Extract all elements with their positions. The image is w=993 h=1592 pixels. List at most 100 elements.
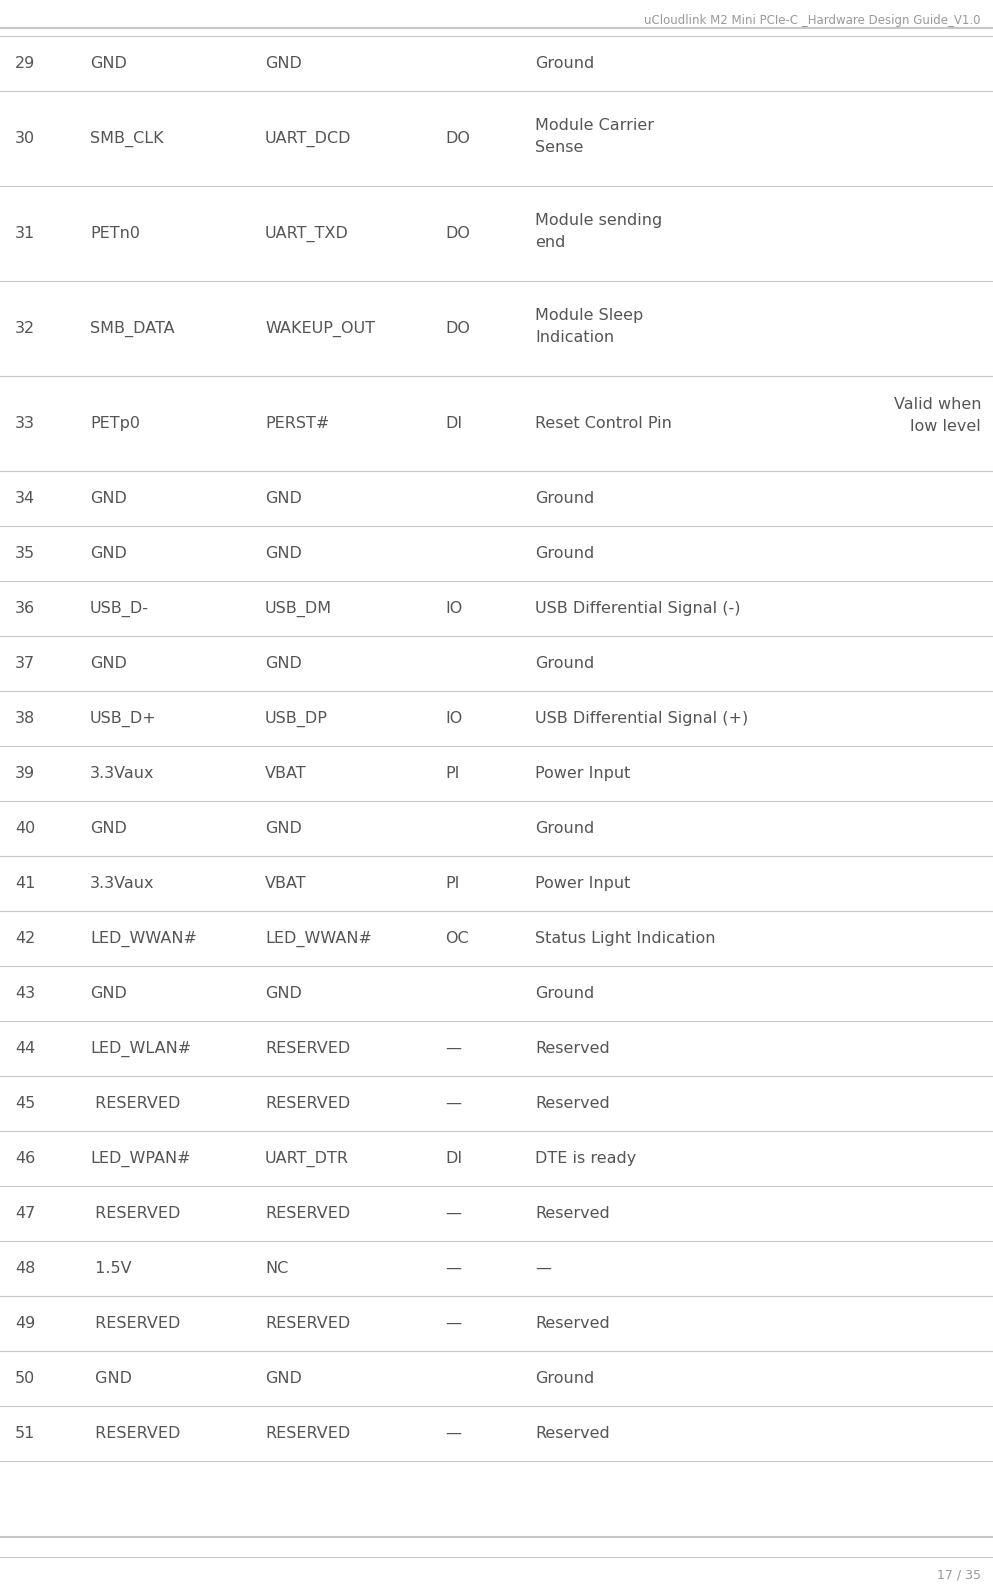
Text: 32: 32 bbox=[15, 322, 35, 336]
Text: 44: 44 bbox=[15, 1041, 35, 1055]
Text: RESERVED: RESERVED bbox=[265, 1041, 351, 1055]
Text: GND: GND bbox=[90, 56, 127, 72]
Text: 47: 47 bbox=[15, 1207, 35, 1221]
Text: SMB_CLK: SMB_CLK bbox=[90, 131, 164, 146]
Text: 38: 38 bbox=[15, 712, 35, 726]
Text: GND: GND bbox=[90, 546, 127, 560]
Text: Ground: Ground bbox=[535, 546, 594, 560]
Text: USB Differential Signal (+): USB Differential Signal (+) bbox=[535, 712, 749, 726]
Text: 30: 30 bbox=[15, 131, 35, 146]
Text: GND: GND bbox=[90, 490, 127, 506]
Text: LED_WLAN#: LED_WLAN# bbox=[90, 1041, 191, 1057]
Text: GND: GND bbox=[265, 1371, 302, 1387]
Text: SMB_DATA: SMB_DATA bbox=[90, 320, 175, 336]
Text: WAKEUP_OUT: WAKEUP_OUT bbox=[265, 320, 375, 336]
Text: Ground: Ground bbox=[535, 821, 594, 836]
Text: 46: 46 bbox=[15, 1151, 35, 1165]
Text: Module Sleep: Module Sleep bbox=[535, 307, 643, 323]
Text: 48: 48 bbox=[15, 1261, 36, 1277]
Text: NC: NC bbox=[265, 1261, 288, 1277]
Text: GND: GND bbox=[90, 656, 127, 670]
Text: UART_TXD: UART_TXD bbox=[265, 226, 349, 242]
Text: —: — bbox=[535, 1261, 551, 1277]
Text: DTE is ready: DTE is ready bbox=[535, 1151, 637, 1165]
Text: RESERVED: RESERVED bbox=[265, 1207, 351, 1221]
Text: VBAT: VBAT bbox=[265, 876, 307, 892]
Text: —: — bbox=[445, 1041, 461, 1055]
Text: Module Carrier: Module Carrier bbox=[535, 118, 654, 132]
Text: USB_DP: USB_DP bbox=[265, 710, 328, 726]
Text: Reserved: Reserved bbox=[535, 1207, 610, 1221]
Text: Reserved: Reserved bbox=[535, 1041, 610, 1055]
Text: Ground: Ground bbox=[535, 985, 594, 1001]
Text: USB Differential Signal (-): USB Differential Signal (-) bbox=[535, 602, 741, 616]
Text: —: — bbox=[445, 1426, 461, 1441]
Text: Module sending: Module sending bbox=[535, 213, 662, 228]
Text: 35: 35 bbox=[15, 546, 35, 560]
Text: 1.5V: 1.5V bbox=[90, 1261, 132, 1277]
Text: 29: 29 bbox=[15, 56, 35, 72]
Text: Reset Control Pin: Reset Control Pin bbox=[535, 416, 672, 431]
Text: DO: DO bbox=[445, 131, 470, 146]
Text: RESERVED: RESERVED bbox=[265, 1426, 351, 1441]
Text: GND: GND bbox=[265, 546, 302, 560]
Text: RESERVED: RESERVED bbox=[90, 1095, 181, 1111]
Text: USB_DM: USB_DM bbox=[265, 600, 332, 616]
Text: 41: 41 bbox=[15, 876, 36, 892]
Text: —: — bbox=[445, 1317, 461, 1331]
Text: RESERVED: RESERVED bbox=[265, 1095, 351, 1111]
Text: 34: 34 bbox=[15, 490, 35, 506]
Text: 45: 45 bbox=[15, 1095, 35, 1111]
Text: Sense: Sense bbox=[535, 140, 583, 154]
Text: IO: IO bbox=[445, 712, 463, 726]
Text: GND: GND bbox=[265, 56, 302, 72]
Text: PI: PI bbox=[445, 876, 460, 892]
Text: Power Input: Power Input bbox=[535, 876, 631, 892]
Text: GND: GND bbox=[90, 821, 127, 836]
Text: LED_WPAN#: LED_WPAN# bbox=[90, 1151, 191, 1167]
Text: 40: 40 bbox=[15, 821, 35, 836]
Text: LED_WWAN#: LED_WWAN# bbox=[90, 930, 197, 947]
Text: RESERVED: RESERVED bbox=[90, 1207, 181, 1221]
Text: 33: 33 bbox=[15, 416, 35, 431]
Text: 39: 39 bbox=[15, 766, 35, 782]
Text: UART_DTR: UART_DTR bbox=[265, 1151, 349, 1167]
Text: IO: IO bbox=[445, 602, 463, 616]
Text: Indication: Indication bbox=[535, 330, 614, 344]
Text: 3.3Vaux: 3.3Vaux bbox=[90, 876, 155, 892]
Text: RESERVED: RESERVED bbox=[90, 1426, 181, 1441]
Text: DI: DI bbox=[445, 416, 462, 431]
Text: 50: 50 bbox=[15, 1371, 35, 1387]
Text: 3.3Vaux: 3.3Vaux bbox=[90, 766, 155, 782]
Text: Reserved: Reserved bbox=[535, 1095, 610, 1111]
Text: Reserved: Reserved bbox=[535, 1317, 610, 1331]
Text: 51: 51 bbox=[15, 1426, 36, 1441]
Text: RESERVED: RESERVED bbox=[265, 1317, 351, 1331]
Text: PI: PI bbox=[445, 766, 460, 782]
Text: DI: DI bbox=[445, 1151, 462, 1165]
Text: 49: 49 bbox=[15, 1317, 35, 1331]
Text: Valid when: Valid when bbox=[894, 396, 981, 412]
Text: DO: DO bbox=[445, 322, 470, 336]
Text: 36: 36 bbox=[15, 602, 35, 616]
Text: GND: GND bbox=[90, 985, 127, 1001]
Text: —: — bbox=[445, 1095, 461, 1111]
Text: Ground: Ground bbox=[535, 1371, 594, 1387]
Text: VBAT: VBAT bbox=[265, 766, 307, 782]
Text: RESERVED: RESERVED bbox=[90, 1317, 181, 1331]
Text: uCloudlink M2 Mini PCIe-C _Hardware Design Guide_V1.0: uCloudlink M2 Mini PCIe-C _Hardware Desi… bbox=[644, 14, 981, 27]
Text: 31: 31 bbox=[15, 226, 35, 240]
Text: PETn0: PETn0 bbox=[90, 226, 140, 240]
Text: low level: low level bbox=[911, 419, 981, 435]
Text: Ground: Ground bbox=[535, 490, 594, 506]
Text: UART_DCD: UART_DCD bbox=[265, 131, 352, 146]
Text: GND: GND bbox=[265, 821, 302, 836]
Text: 17 / 35: 17 / 35 bbox=[937, 1570, 981, 1582]
Text: —: — bbox=[445, 1207, 461, 1221]
Text: PETp0: PETp0 bbox=[90, 416, 140, 431]
Text: 43: 43 bbox=[15, 985, 35, 1001]
Text: LED_WWAN#: LED_WWAN# bbox=[265, 930, 371, 947]
Text: Status Light Indication: Status Light Indication bbox=[535, 931, 716, 946]
Text: 42: 42 bbox=[15, 931, 35, 946]
Text: Ground: Ground bbox=[535, 656, 594, 670]
